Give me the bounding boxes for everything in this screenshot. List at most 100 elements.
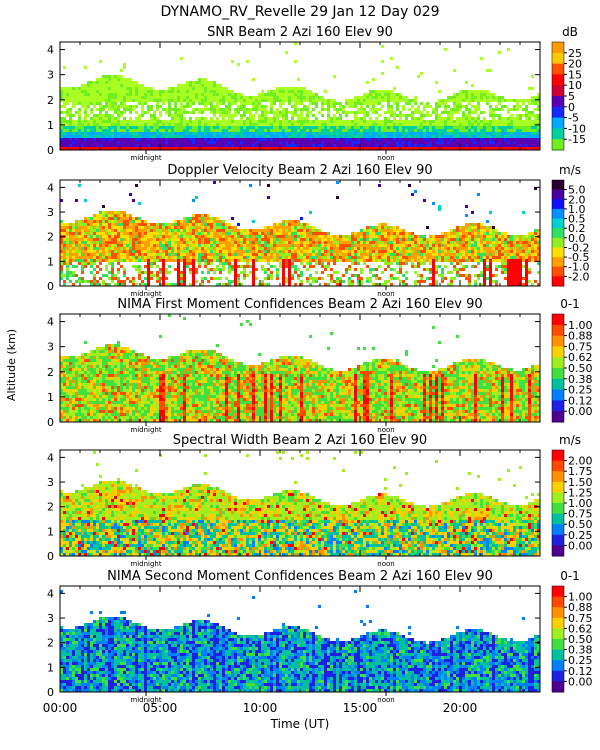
y-axis-label: Altitude (km) xyxy=(5,329,18,401)
colorbar-label: 0.25 xyxy=(568,529,593,542)
x-axis-label: Time (UT) xyxy=(270,717,330,731)
colorbar-label: 0.62 xyxy=(568,622,593,635)
colorbar-segment xyxy=(552,218,564,229)
colorbar-label: 0.38 xyxy=(568,644,593,657)
y-tick-label: 1 xyxy=(47,525,54,538)
colorbar-segment xyxy=(552,335,564,347)
colorbar-label: 1.00 xyxy=(568,319,593,332)
colorbar-segment xyxy=(552,586,564,598)
midnight-label: midnight xyxy=(130,560,161,568)
colorbar-label: 0.12 xyxy=(568,394,593,407)
y-tick-label: 0 xyxy=(47,144,54,157)
unit-label: m/s xyxy=(559,163,581,177)
heatmap-cells xyxy=(60,451,540,556)
panel-2: Doppler Velocity Beam 2 Azi 160 Elev 90 0… xyxy=(47,163,589,298)
colorbar-label: -0.2 xyxy=(568,241,589,254)
colorbar-label: -2.0 xyxy=(568,270,589,283)
colorbar-segment xyxy=(552,411,564,423)
y-tick-label: 3 xyxy=(47,69,54,82)
colorbar-label: 0.50 xyxy=(568,362,593,375)
noon-label: noon xyxy=(377,290,394,298)
midnight-label: midnight xyxy=(130,290,161,298)
colorbar-label: 20 xyxy=(568,58,582,71)
colorbar-label: 0.75 xyxy=(568,340,593,353)
noon-label: noon xyxy=(377,560,394,568)
colorbar-label: 15 xyxy=(568,68,582,81)
colorbar-segment xyxy=(552,276,564,287)
colorbar-segment xyxy=(552,314,564,326)
colorbar-segment xyxy=(552,596,564,608)
y-tick-label: 2 xyxy=(47,94,54,107)
y-tick-label: 0 xyxy=(47,550,54,563)
colorbar-label: 0.25 xyxy=(568,384,593,397)
panel-4: Spectral Width Beam 2 Azi 160 Elev 90 0 1 2… xyxy=(47,433,593,568)
colorbar-label: 0.0 xyxy=(568,232,586,245)
colorbar-label: 0.50 xyxy=(568,633,593,646)
midnight-label: midnight xyxy=(130,154,161,162)
colorbar-segment xyxy=(552,471,564,483)
colorbar-label: 10 xyxy=(568,79,582,92)
colorbar-label: 2.0 xyxy=(568,193,586,206)
noon-label: noon xyxy=(377,696,394,704)
y-tick-label: 4 xyxy=(47,451,54,464)
colorbar-label: 1.75 xyxy=(568,465,593,478)
colorbar-segment xyxy=(552,639,564,651)
panel-5: NIMA Second Moment Confidences Beam 2 Az… xyxy=(47,569,593,704)
y-tick-label: 1 xyxy=(47,255,54,268)
colorbar-segment xyxy=(552,96,564,108)
x-tick-label: 20:00 xyxy=(443,701,478,715)
colorbar-segment xyxy=(552,460,564,472)
colorbar-label: -10 xyxy=(568,122,586,135)
colorbar-label: 0.38 xyxy=(568,373,593,386)
heatmap-cells xyxy=(60,314,540,422)
x-tick-label: 10:00 xyxy=(243,701,278,715)
colorbar-segment xyxy=(552,266,564,277)
colorbar-segment xyxy=(552,513,564,525)
colorbar-segment xyxy=(552,481,564,493)
colorbar-label: 0.75 xyxy=(568,508,593,521)
y-tick-label: 4 xyxy=(47,316,54,329)
colorbar-segment xyxy=(552,139,564,151)
colorbar-label: 0.00 xyxy=(568,405,593,418)
panels-group: SNR Beam 2 Azi 160 Elev 90 0 1 2 3 4 midnight n… xyxy=(43,25,593,715)
colorbar-label: 5 xyxy=(568,90,575,103)
x-tick-label: 15:00 xyxy=(343,701,378,715)
panel-title: Doppler Velocity Beam 2 Azi 160 Elev 90 xyxy=(167,163,432,178)
colorbar-segment xyxy=(552,117,564,129)
colorbar-segment xyxy=(552,189,564,200)
colorbar-label: 0.12 xyxy=(568,665,593,678)
midnight-label: midnight xyxy=(130,696,161,704)
unit-label: dB xyxy=(562,25,578,39)
x-tick-label: 00:00 xyxy=(43,701,78,715)
colorbar-label: 0 xyxy=(568,101,575,114)
colorbar-segment xyxy=(552,247,564,258)
y-tick-label: 0 xyxy=(47,686,54,699)
colorbar-label: 1.0 xyxy=(568,203,586,216)
colorbar-label: 5.0 xyxy=(568,184,586,197)
colorbar-segment xyxy=(552,389,564,401)
unit-label: 0-1 xyxy=(560,297,580,311)
colorbar-label: 0.5 xyxy=(568,213,586,226)
colorbar-segment xyxy=(552,42,564,54)
colorbar-segment xyxy=(552,492,564,504)
colorbar-label: 0.25 xyxy=(568,654,593,667)
colorbar-label: 1.00 xyxy=(568,497,593,510)
y-tick-label: 2 xyxy=(47,231,54,244)
y-tick-label: 0 xyxy=(47,416,54,429)
y-tick-label: 2 xyxy=(47,501,54,514)
y-tick-label: 1 xyxy=(47,661,54,674)
colorbar-segment xyxy=(552,228,564,239)
colorbar-segment xyxy=(552,74,564,86)
y-tick-label: 0 xyxy=(47,280,54,293)
colorbar-segment xyxy=(552,660,564,672)
y-tick-label: 3 xyxy=(47,206,54,219)
noon-label: noon xyxy=(377,426,394,434)
colorbar-segment xyxy=(552,357,564,369)
colorbar-label: 0.00 xyxy=(568,675,593,688)
colorbar-label: 1.50 xyxy=(568,476,593,489)
colorbar-label: -1.0 xyxy=(568,261,589,274)
y-tick-label: 3 xyxy=(47,612,54,625)
panel-title: SNR Beam 2 Azi 160 Elev 90 xyxy=(207,25,393,40)
y-tick-label: 4 xyxy=(47,44,54,57)
